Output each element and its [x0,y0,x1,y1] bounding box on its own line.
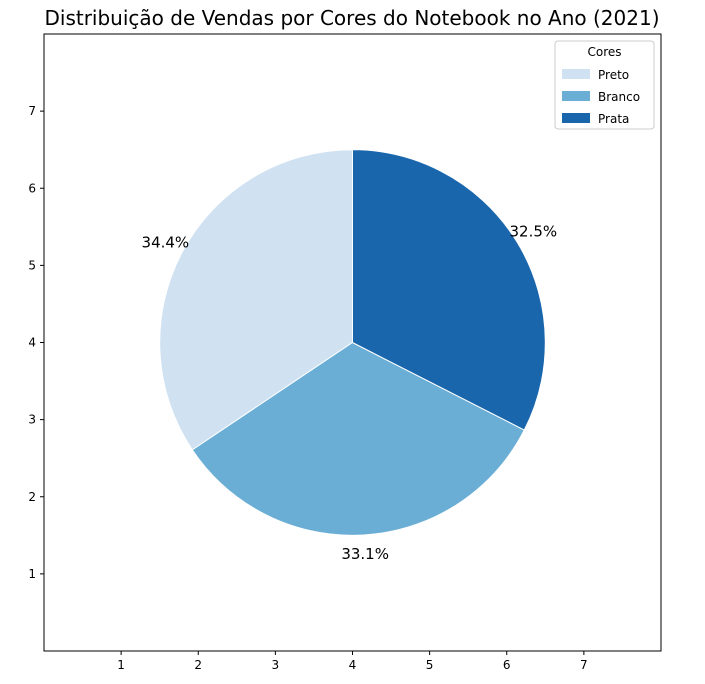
chart-title: Distribuição de Vendas por Cores do Note… [44,6,659,30]
x-tick-label: 5 [426,658,434,672]
pie-slice-branco [191,341,525,536]
x-tick-label: 6 [503,658,511,672]
pie-slice-prata [352,149,546,431]
slice-percent-label: 32.5% [510,223,558,241]
x-tick-label: 3 [272,658,280,672]
slice-percent-label: 34.4% [142,234,190,252]
x-tick-label: 7 [580,658,588,672]
y-tick-label: 4 [28,336,36,350]
y-tick-label: 7 [28,104,36,118]
legend-label-branco: Branco [598,90,640,104]
y-tick-label: 5 [28,258,36,272]
y-tick-label: 6 [28,181,36,195]
x-tick-label: 1 [117,658,125,672]
pie-slice-preto [159,149,353,451]
legend-swatch-branco [562,91,590,101]
x-tick-label: 4 [349,658,357,672]
legend-title: Cores [587,45,621,59]
legend-label-prata: Prata [598,112,629,126]
slice-percent-label: 33.1% [341,545,389,563]
y-tick-label: 3 [28,413,36,427]
x-tick-label: 2 [194,658,202,672]
legend-label-preto: Preto [598,68,629,82]
y-tick-label: 2 [28,490,36,504]
legend-swatch-prata [562,113,590,123]
y-tick-label: 1 [28,567,36,581]
legend-swatch-preto [562,69,590,79]
legend-box [554,40,655,130]
